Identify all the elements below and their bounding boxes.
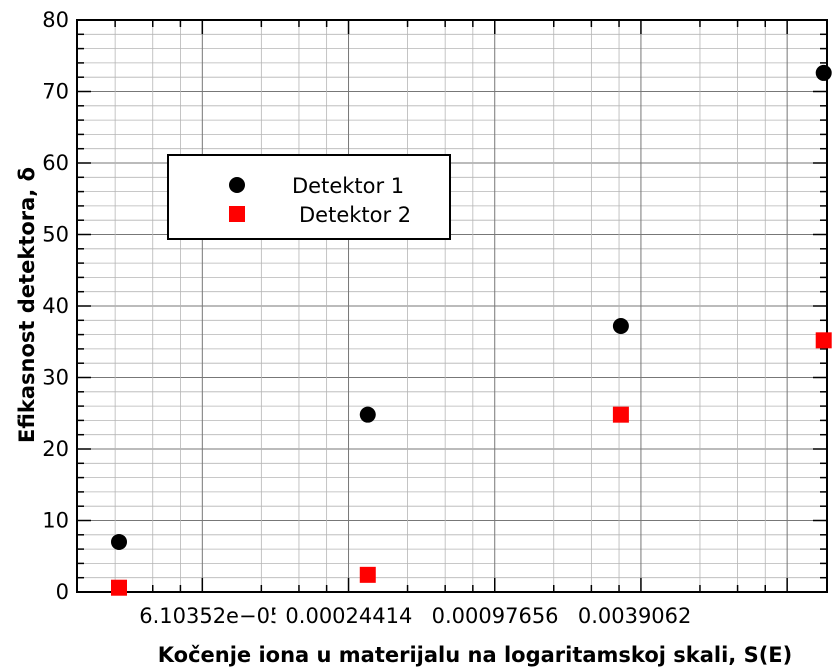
y-tick-label: 0	[56, 580, 69, 604]
point-series-1	[111, 533, 128, 550]
y-tick-label: 70	[42, 80, 69, 104]
legend: Detektor 1 Detektor 2	[167, 154, 451, 240]
y-tick-label: 80	[42, 8, 69, 32]
legend-box	[167, 154, 451, 240]
x-tick-label: 0.0039062	[578, 604, 692, 628]
point-series-1	[612, 318, 629, 335]
point-series-2	[111, 579, 128, 596]
y-tick-label: 30	[42, 366, 69, 390]
x-tick-label: 0.00097656	[432, 604, 559, 628]
y-axis-title: Efikasnost detektora, δ	[15, 167, 39, 443]
point-series-2	[815, 332, 832, 349]
point-series-2	[359, 566, 376, 583]
y-tick-label: 40	[42, 294, 69, 318]
legend-label-detektor-1: Detektor 1	[292, 174, 404, 198]
data-points	[111, 64, 832, 596]
x-axis-title: Kočenje iona u materijalu na logaritamsk…	[158, 643, 793, 667]
plot-frame	[76, 19, 828, 593]
y-tick-labels: 0 10 20 30 40 50 60 70 80	[42, 8, 69, 604]
legend-marker-detektor-1	[229, 177, 245, 193]
point-series-2	[612, 406, 629, 423]
x-tick-label: 6.10352e−05	[139, 604, 283, 628]
y-tick-label: 60	[42, 151, 69, 175]
point-series-1	[359, 406, 376, 423]
x-tick-label: 0.00024414	[285, 604, 412, 628]
y-tick-label: 50	[42, 223, 69, 247]
y-tick-label: 20	[42, 437, 69, 461]
legend-label-detektor-2: Detektor 2	[299, 203, 411, 227]
x-tick-labels: 6.10352e−05 0.00024414 0.00097656 0.0039062	[139, 604, 691, 628]
y-tick-label: 10	[42, 509, 69, 533]
legend-marker-detektor-2	[229, 206, 245, 222]
point-series-1	[815, 64, 832, 81]
grid	[77, 19, 827, 593]
